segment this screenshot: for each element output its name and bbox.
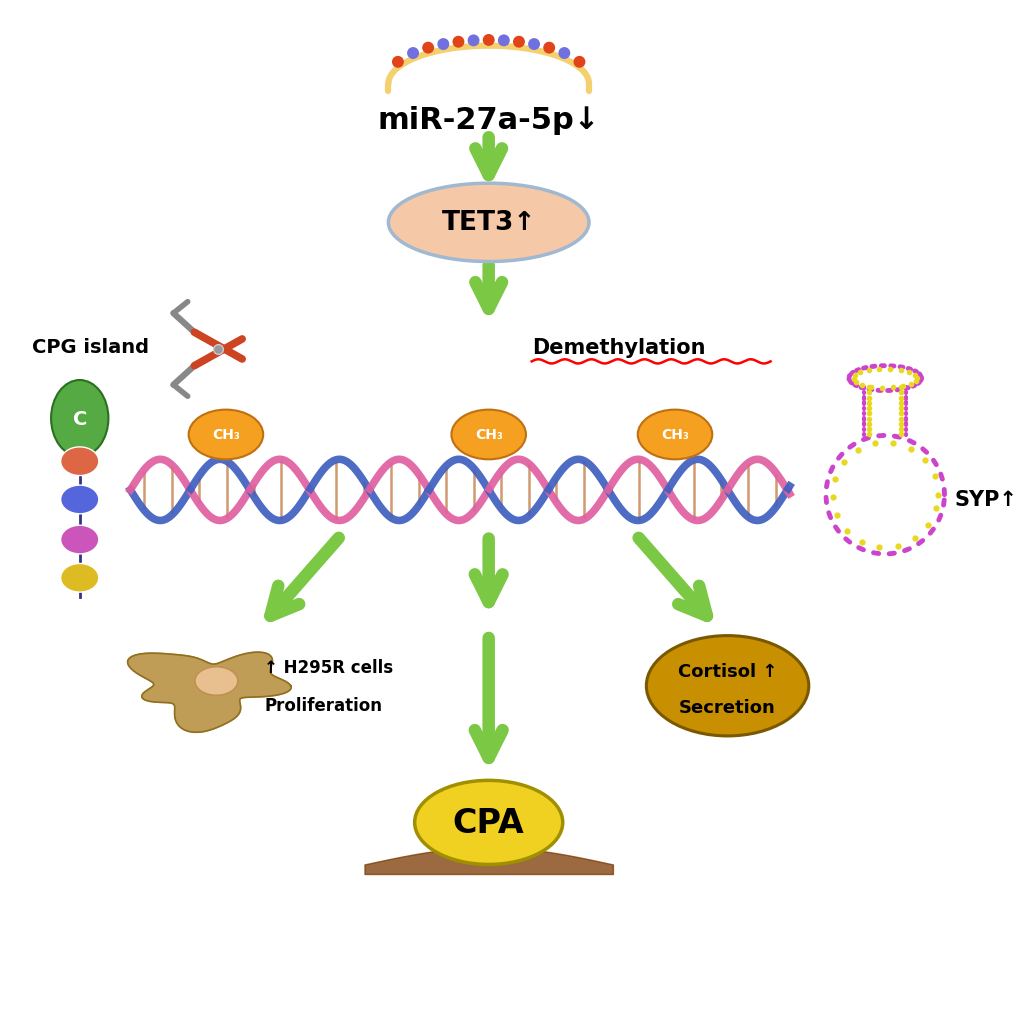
Text: CPG island: CPG island [32, 337, 149, 357]
Circle shape [392, 57, 403, 68]
Ellipse shape [189, 411, 263, 460]
Circle shape [543, 44, 554, 54]
Text: CH₃: CH₃ [474, 428, 502, 442]
Text: C: C [72, 410, 87, 428]
Ellipse shape [60, 447, 99, 476]
Text: CPA: CPA [452, 806, 524, 839]
Circle shape [437, 40, 448, 50]
Ellipse shape [415, 781, 562, 864]
Circle shape [574, 57, 584, 68]
Ellipse shape [451, 411, 526, 460]
Circle shape [408, 49, 418, 59]
Ellipse shape [60, 526, 99, 554]
Text: Cortisol ↑: Cortisol ↑ [678, 662, 776, 681]
Ellipse shape [637, 411, 711, 460]
Text: Proliferation: Proliferation [264, 696, 382, 714]
Text: Secretion: Secretion [679, 698, 775, 716]
Text: TET3↑: TET3↑ [441, 210, 535, 236]
Text: ↑ H295R cells: ↑ H295R cells [264, 658, 393, 676]
Polygon shape [127, 652, 290, 733]
Circle shape [483, 36, 493, 46]
Circle shape [558, 49, 569, 59]
Circle shape [514, 38, 524, 48]
Text: miR-27a-5p↓: miR-27a-5p↓ [377, 106, 599, 135]
Ellipse shape [51, 381, 108, 457]
Text: CH₃: CH₃ [660, 428, 688, 442]
Circle shape [423, 44, 433, 54]
Text: Demethylation: Demethylation [531, 337, 704, 358]
Circle shape [468, 36, 478, 47]
Ellipse shape [646, 636, 808, 736]
Ellipse shape [60, 486, 99, 515]
Text: SYP↑: SYP↑ [953, 490, 1016, 510]
Circle shape [528, 40, 539, 50]
Ellipse shape [60, 564, 99, 592]
Ellipse shape [195, 667, 237, 696]
Circle shape [452, 38, 464, 48]
Text: CH₃: CH₃ [212, 428, 239, 442]
Circle shape [498, 36, 508, 47]
Ellipse shape [388, 184, 588, 262]
